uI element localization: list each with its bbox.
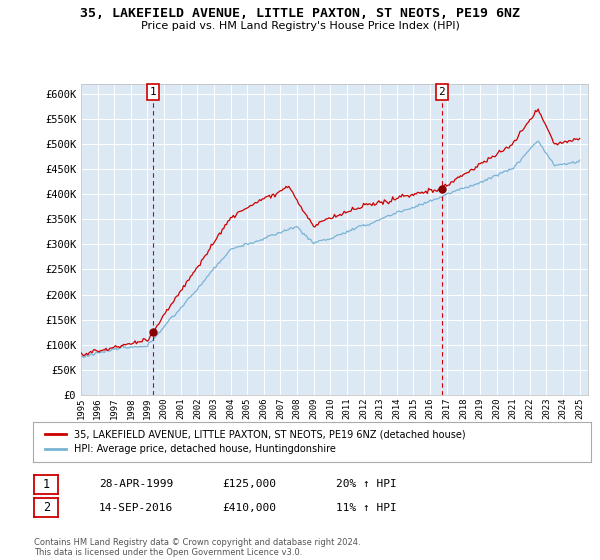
Text: Contains HM Land Registry data © Crown copyright and database right 2024.
This d: Contains HM Land Registry data © Crown c… xyxy=(34,538,361,557)
Text: 20% ↑ HPI: 20% ↑ HPI xyxy=(336,479,397,489)
Text: £125,000: £125,000 xyxy=(222,479,276,489)
Text: 11% ↑ HPI: 11% ↑ HPI xyxy=(336,503,397,513)
Text: 35, LAKEFIELD AVENUE, LITTLE PAXTON, ST NEOTS, PE19 6NZ: 35, LAKEFIELD AVENUE, LITTLE PAXTON, ST … xyxy=(80,7,520,20)
Text: 2: 2 xyxy=(439,87,445,97)
Text: 1: 1 xyxy=(43,478,50,491)
Text: 2: 2 xyxy=(43,501,50,515)
Text: £410,000: £410,000 xyxy=(222,503,276,513)
Text: 28-APR-1999: 28-APR-1999 xyxy=(99,479,173,489)
Text: 1: 1 xyxy=(149,87,157,97)
Text: 14-SEP-2016: 14-SEP-2016 xyxy=(99,503,173,513)
Legend: 35, LAKEFIELD AVENUE, LITTLE PAXTON, ST NEOTS, PE19 6NZ (detached house), HPI: A: 35, LAKEFIELD AVENUE, LITTLE PAXTON, ST … xyxy=(41,426,469,458)
Text: Price paid vs. HM Land Registry's House Price Index (HPI): Price paid vs. HM Land Registry's House … xyxy=(140,21,460,31)
